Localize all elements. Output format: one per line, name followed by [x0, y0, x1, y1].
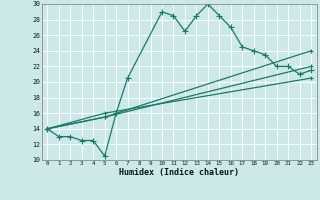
X-axis label: Humidex (Indice chaleur): Humidex (Indice chaleur): [119, 168, 239, 177]
